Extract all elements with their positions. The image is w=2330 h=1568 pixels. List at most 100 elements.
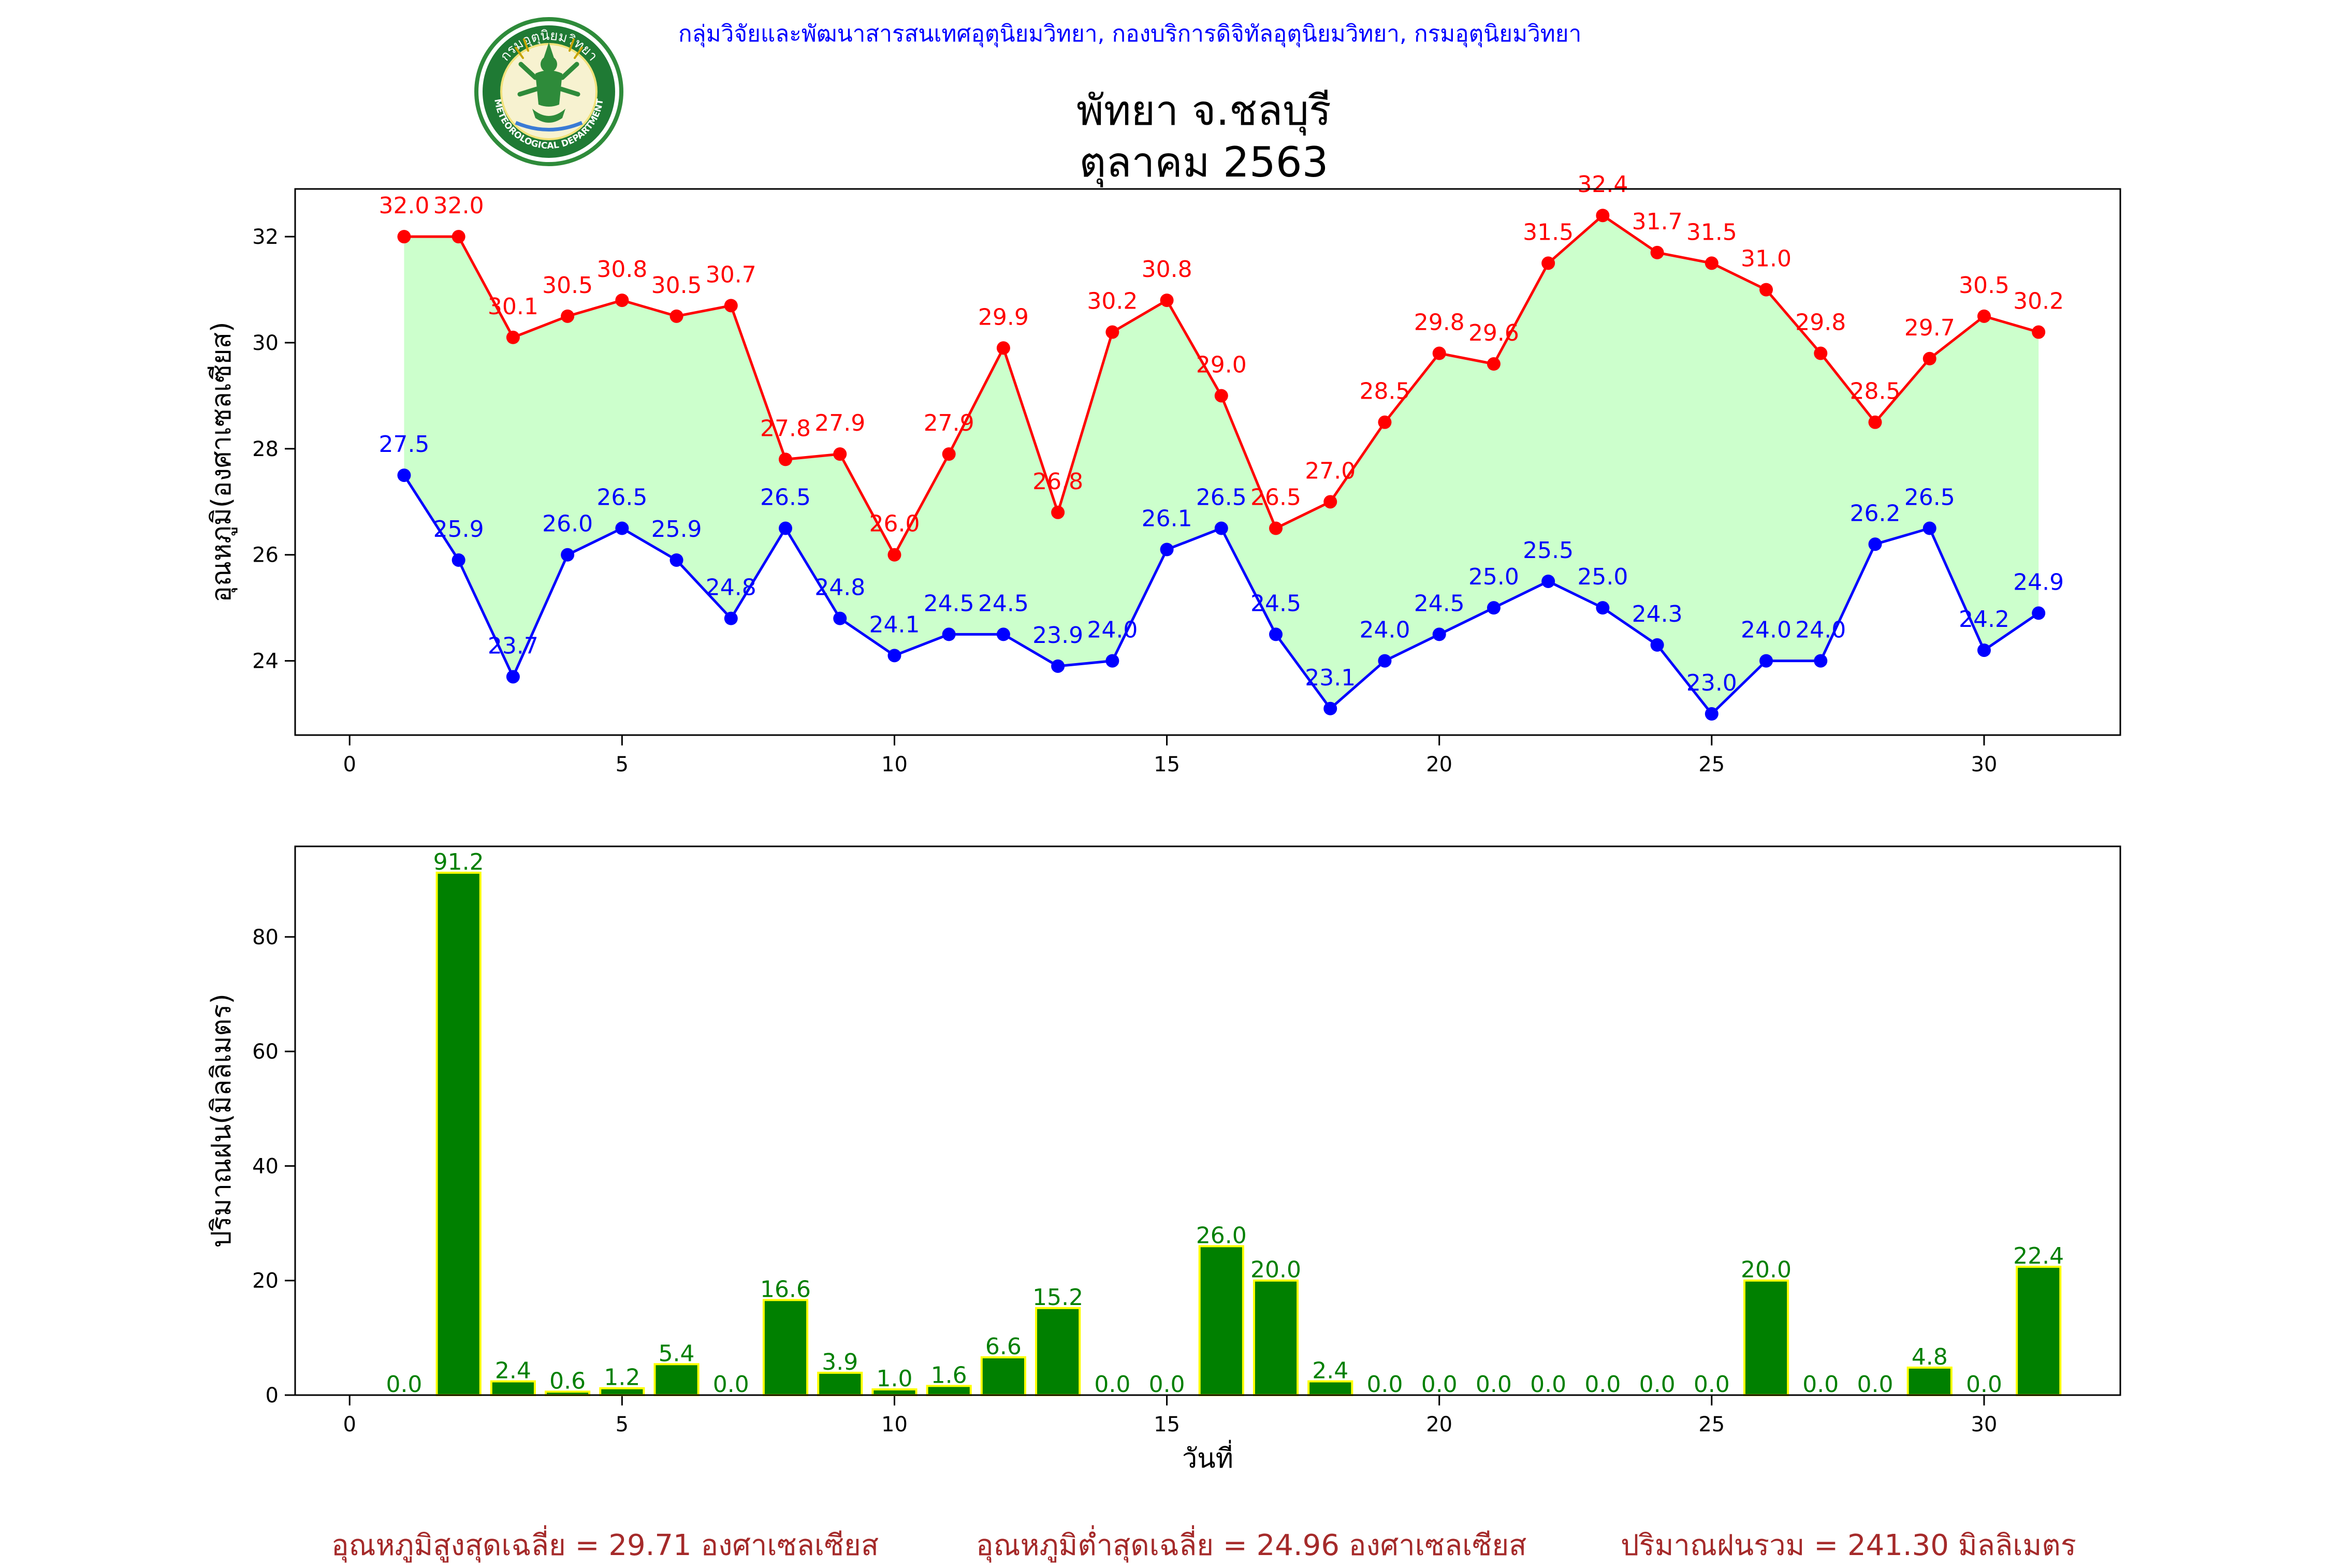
x-tick-label: 10: [881, 1413, 908, 1437]
min-temperature-label: 26.0: [542, 511, 593, 537]
rainfall-bar: [1035, 1307, 1081, 1396]
rainfall-label: 0.0: [713, 1371, 749, 1398]
max-temperature-label: 29.7: [1904, 315, 1955, 341]
max-temperature-point: [1269, 521, 1283, 535]
min-temperature-point: [1487, 601, 1501, 615]
rainfall-bar: [653, 1363, 700, 1396]
max-temperature-point: [1378, 415, 1392, 429]
rainfall-bar: [1307, 1380, 1353, 1396]
x-tick-label: 30: [1971, 1413, 1997, 1437]
rainfall-label: 91.2: [433, 849, 484, 875]
min-temperature-point: [1214, 521, 1228, 535]
rainfall-bar: [2016, 1266, 2062, 1397]
min-temperature-point: [724, 611, 738, 625]
rainfall-label: 20.0: [1741, 1257, 1792, 1283]
min-temperature-point: [506, 670, 520, 684]
rainfall-label: 1.6: [931, 1362, 967, 1388]
max-temperature-label: 30.7: [706, 261, 756, 288]
temperature-range-fill: [404, 215, 2039, 714]
max-temperature-point: [1160, 294, 1174, 307]
rainfall-label: 0.0: [1149, 1371, 1185, 1398]
y-axis-label: อุณหภูมิ(องศาเซลเซียส): [206, 322, 238, 603]
max-temperature-label: 32.0: [378, 193, 429, 219]
max-temperature-label: 26.5: [1250, 485, 1301, 511]
min-temperature-point: [1759, 654, 1773, 668]
max-temperature-point: [561, 309, 575, 323]
max-temperature-label: 28.5: [1359, 378, 1410, 405]
x-tick-label: 15: [1154, 753, 1180, 776]
min-temperature-point: [1705, 707, 1719, 721]
min-temperature-point: [1923, 521, 1936, 535]
rainfall-chart: 0 5 10 15 20 25 30 0 20 40 60 80 ปริมาณฝน(มิลลิเมตร)…: [206, 845, 2121, 1474]
x-tick-label: 25: [1698, 1413, 1725, 1437]
max-temperature-point: [397, 230, 411, 244]
min-temperature-point: [615, 521, 629, 535]
x-tick-label: 5: [616, 753, 629, 776]
max-temperature-point: [1814, 346, 1828, 360]
x-tick-label: 5: [616, 1413, 629, 1437]
min-temperature-point: [1323, 701, 1337, 715]
max-temperature-label: 30.8: [1142, 256, 1192, 283]
max-temperature-label: 30.2: [1087, 288, 1138, 315]
min-temperature-label: 24.2: [1959, 606, 2009, 633]
rainfall-label: 3.9: [822, 1349, 858, 1375]
chart-title-location: พัทยา จ.ชลบุรี: [1076, 86, 1332, 135]
rainfall-bar: [490, 1380, 536, 1396]
rainfall-bar: [817, 1371, 863, 1397]
rainfall-label: 0.0: [1366, 1371, 1403, 1398]
temperature-plot-frame: [294, 188, 2121, 736]
y-tick-label: 26: [252, 544, 279, 567]
max-temperature-point: [1759, 283, 1773, 297]
min-temperature-label: 24.0: [1087, 617, 1138, 643]
rainfall-label: 0.0: [1966, 1371, 2002, 1398]
max-temperature-label: 27.0: [1305, 458, 1356, 484]
max-temperature-point: [996, 341, 1010, 355]
max-temperature-point: [1596, 209, 1610, 223]
min-temperature-point: [942, 627, 956, 641]
rainfall-label: 26.0: [1196, 1222, 1247, 1249]
max-temperature-label: 27.9: [924, 410, 974, 436]
min-temperature-point: [397, 468, 411, 482]
max-temperature-label: 31.0: [1741, 246, 1792, 272]
max-temperature-point: [942, 447, 956, 461]
chart-title-month: ตุลาคม 2563: [1079, 138, 1329, 186]
min-temperature-label: 24.8: [814, 575, 865, 601]
rainfall-label: 0.6: [549, 1368, 586, 1394]
y-tick-label: 40: [252, 1154, 279, 1178]
rainfall-label: 0.0: [1639, 1371, 1676, 1398]
rainfall-label: 0.0: [1802, 1371, 1839, 1398]
min-temperature-label: 23.9: [1032, 622, 1083, 649]
max-temperature-label: 29.9: [978, 304, 1029, 330]
max-temperature-point: [833, 447, 847, 461]
rainfall-label: 0.0: [1530, 1371, 1566, 1398]
max-temperature-point: [1650, 245, 1664, 259]
min-temperature-label: 26.5: [596, 485, 647, 511]
y-tick-label: 80: [252, 926, 279, 949]
min-temperature-label: 26.5: [1904, 485, 1955, 511]
max-temperature-point: [1105, 325, 1119, 339]
max-temperature-label: 32.0: [433, 193, 484, 219]
max-temperature-point: [1051, 505, 1065, 519]
max-temperature-point: [615, 294, 629, 307]
x-axis-label: วันที่: [1182, 1440, 1233, 1474]
min-temperature-point: [1378, 654, 1392, 668]
max-temperature-point: [1868, 415, 1882, 429]
rainfall-label: 0.0: [1584, 1371, 1621, 1398]
rainfall-label: 16.6: [760, 1276, 811, 1302]
y-tick-label: 24: [252, 650, 279, 673]
meteorological-department-seal-icon: กรมอุตุนิยมวิทยา METEOROLOGICAL DEPARTME…: [474, 17, 623, 166]
min-temperature-label: 24.0: [1741, 617, 1792, 643]
rainfall-label: 6.6: [985, 1333, 1022, 1360]
max-temperature-point: [1541, 256, 1555, 270]
min-temperature-point: [1868, 537, 1882, 551]
x-tick-label: 20: [1426, 1413, 1452, 1437]
max-temperature-point: [506, 330, 520, 344]
min-temperature-label: 24.3: [1632, 601, 1683, 627]
max-temperature-point: [1432, 346, 1446, 360]
y-axis-label: ปริมาณฝน(มิลลิเมตร): [206, 993, 237, 1248]
rainfall-label: 5.4: [659, 1340, 695, 1367]
min-temperature-label: 25.0: [1577, 564, 1628, 590]
max-temperature-point: [2032, 325, 2046, 339]
rainfall-label: 1.2: [604, 1365, 640, 1391]
